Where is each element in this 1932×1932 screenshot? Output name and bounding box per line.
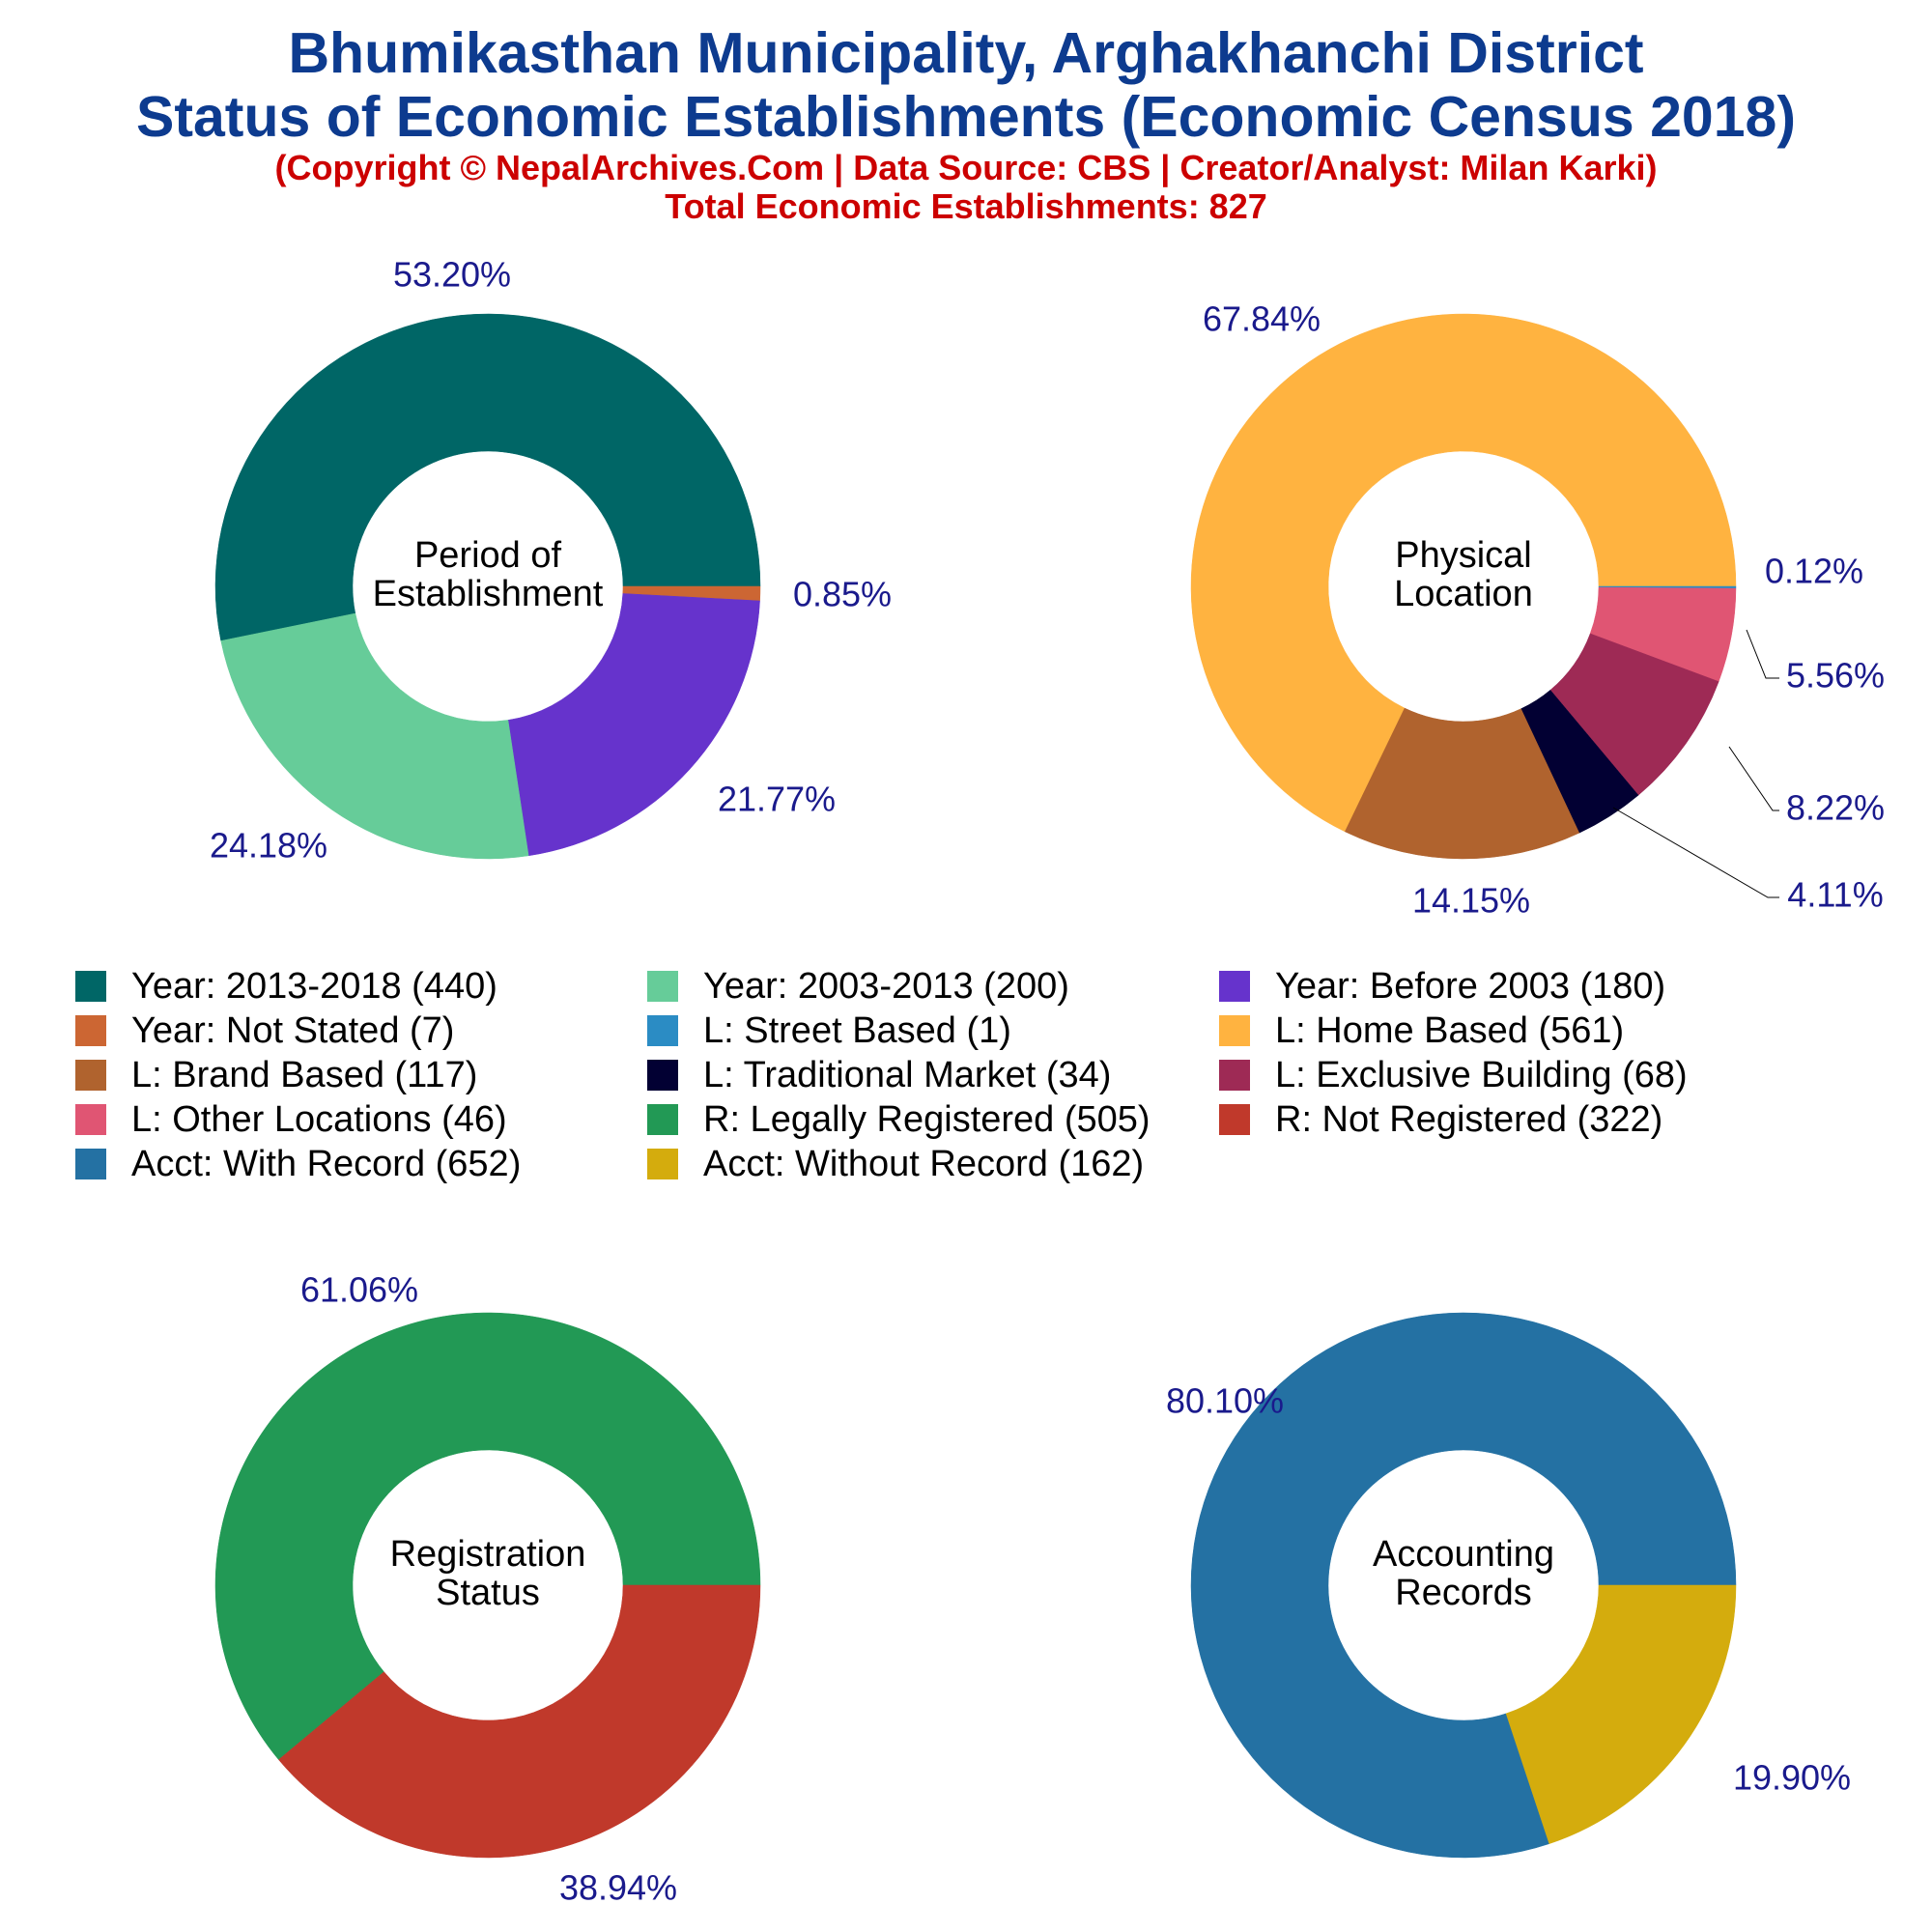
legend-item: Year: Before 2003 (180) [1219,966,1791,1008]
legend-swatch [647,1149,678,1179]
pct-label: 8.22% [1786,788,1885,828]
legend-label: R: Legally Registered (505) [703,1098,1151,1140]
legend-swatch [647,1104,678,1135]
legend: Year: 2013-2018 (440) Year: 2003-2013 (20… [75,964,1891,1186]
legend-item: L: Other Locations (46) [75,1099,647,1141]
slice-l-home-based [1190,313,1737,833]
legend-item: L: Exclusive Building (68) [1219,1055,1791,1096]
donut-center-title: Location [1394,574,1533,614]
legend-item: R: Not Registered (322) [1219,1099,1791,1141]
slice-l-brand-based [1344,707,1580,860]
slice-year-2013-2018 [214,313,761,641]
legend-swatch [75,1015,106,1046]
pct-label: 19.90% [1733,1758,1851,1798]
slice-year-2003-2013 [220,612,529,860]
legend-row: L: Brand Based (117) L: Traditional Marke… [75,1053,1891,1097]
slice-acct-with-record [1190,1312,1737,1859]
legend-item: L: Brand Based (117) [75,1055,647,1096]
pct-label: 24.18% [210,826,327,866]
legend-label: L: Other Locations (46) [131,1098,507,1140]
legend-swatch [1219,1060,1250,1091]
legend-swatch [647,1060,678,1091]
slice-r-legally-registered [214,1312,761,1760]
pct-label: 5.56% [1786,656,1885,696]
copyright-note: (Copyright © NepalArchives.Com | Data So… [274,148,1658,187]
legend-label: L: Street Based (1) [703,1009,1011,1051]
donut-center-title: Accounting [1373,1534,1554,1575]
pct-label: 38.94% [559,1868,677,1908]
donut-center-title: Establishment [373,574,604,614]
leader-line [1612,807,1779,898]
legend-item: L: Home Based (561) [1219,1010,1791,1052]
legend-row: Acct: With Record (652) Acct: Without Rec… [75,1142,1891,1186]
chart-header: Bhumikasthan Municipality, Arghakhanchi … [0,21,1932,226]
donut-center-title: Registration [390,1534,586,1575]
legend-label: L: Brand Based (117) [131,1054,478,1095]
legend-swatch [647,1015,678,1046]
slice-r-not-registered [278,1584,761,1859]
legend-swatch [75,1060,106,1091]
legend-item: L: Traditional Market (34) [647,1055,1219,1096]
legend-swatch [75,971,106,1002]
legend-item: Year: Not Stated (7) [75,1010,647,1052]
leader-line [1728,746,1779,811]
legend-swatch [647,971,678,1002]
legend-label: L: Exclusive Building (68) [1275,1054,1688,1095]
legend-item: Acct: With Record (652) [75,1144,647,1185]
legend-label: Year: 2003-2013 (200) [703,965,1069,1007]
legend-label: Acct: Without Record (162) [703,1143,1145,1184]
legend-label: L: Traditional Market (34) [703,1054,1112,1095]
legend-row: Year: Not Stated (7) L: Street Based (1) L… [75,1009,1891,1053]
leader-line [1746,629,1779,679]
pct-label: 14.15% [1412,881,1530,921]
donut-center-title: Status [436,1573,540,1613]
pct-label: 67.84% [1203,299,1321,339]
legend-swatch [75,1104,106,1135]
legend-item: Acct: Without Record (162) [647,1144,1219,1185]
pct-label: 53.20% [393,255,511,295]
chart-title-line2: Status of Economic Establishments (Econo… [135,85,1796,149]
pct-label: 4.11% [1787,875,1883,915]
pct-label: 61.06% [300,1270,418,1310]
legend-swatch [1219,1104,1250,1135]
donut-center-title: Physical [1395,535,1532,576]
legend-label: L: Home Based (561) [1275,1009,1625,1051]
donut-center-title: Records [1395,1573,1532,1613]
legend-item: L: Street Based (1) [647,1010,1219,1052]
legend-label: R: Not Registered (322) [1275,1098,1663,1140]
slice-year-before-2003 [507,593,760,857]
total-establishments: Total Economic Establishments: 827 [665,186,1267,226]
legend-item: Year: 2013-2018 (440) [75,966,647,1008]
legend-label: Year: Not Stated (7) [131,1009,455,1051]
legend-label: Year: Before 2003 (180) [1275,965,1666,1007]
chart-title-line1: Bhumikasthan Municipality, Arghakhanchi … [288,21,1644,85]
legend-item: Year: 2003-2013 (200) [647,966,1219,1008]
legend-swatch [75,1149,106,1179]
pct-label: 80.10% [1166,1381,1284,1421]
pct-label: 0.85% [793,575,892,614]
legend-row: L: Other Locations (46) R: Legally Regist… [75,1097,1891,1142]
donut-center-title: Period of [414,535,562,576]
pct-label: 21.77% [718,780,836,819]
legend-label: Acct: With Record (652) [131,1143,522,1184]
slice-acct-without-record [1505,1584,1737,1844]
legend-swatch [1219,1015,1250,1046]
legend-swatch [1219,971,1250,1002]
pct-label: 0.12% [1765,552,1863,591]
legend-item: R: Legally Registered (505) [647,1099,1219,1141]
legend-label: Year: 2013-2018 (440) [131,965,497,1007]
legend-row: Year: 2013-2018 (440) Year: 2003-2013 (20… [75,964,1891,1009]
